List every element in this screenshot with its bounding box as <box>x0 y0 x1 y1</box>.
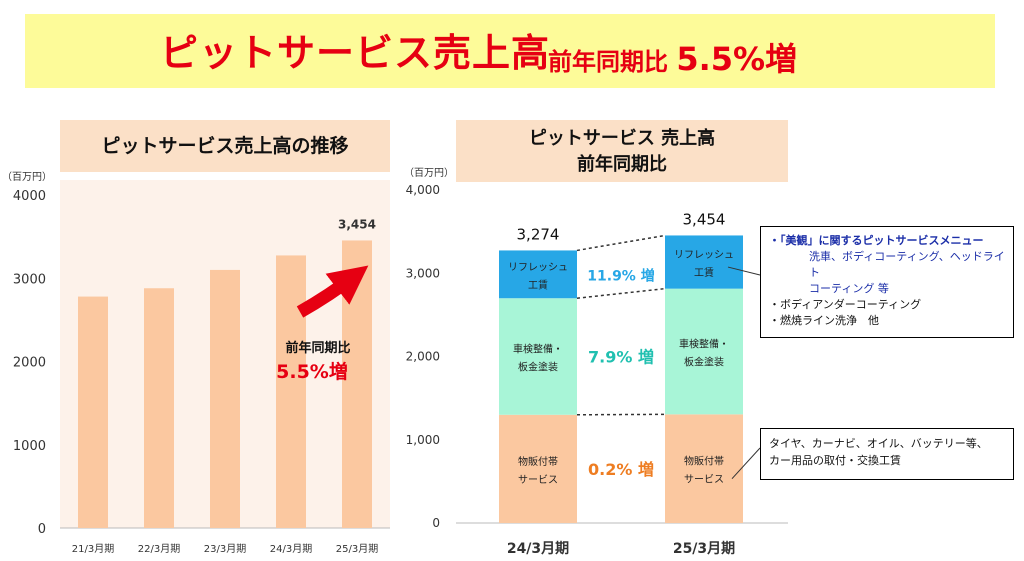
right-growth-label: 0.2% 増 <box>588 460 654 479</box>
left-bar <box>276 255 306 528</box>
main-title: ピットサービス売上高 <box>160 31 551 75</box>
right-chart-title: ピットサービス 売上高 前年同期比 <box>456 120 788 182</box>
left-annotation-line1: 前年同期比 <box>285 340 350 356</box>
left-y-tick-label: 0 <box>38 522 46 537</box>
right-y-tick-label: 4,000 <box>406 183 440 197</box>
right-segment-label-line2: 板金塗装 <box>684 356 724 369</box>
left-bar <box>210 269 240 528</box>
left-x-tick-label: 21/3月期 <box>72 543 114 555</box>
right-x-tick-label: 25/3月期 <box>673 541 735 557</box>
callout-goods-line2: カー用品の取付・交換工賃 <box>769 454 901 467</box>
left-x-tick-label: 25/3月期 <box>336 543 378 555</box>
right-segment-label-line2: サービス <box>518 474 558 486</box>
right-title-line1: ピットサービス 売上高 <box>528 128 716 149</box>
right-y-tick-label: 0 <box>432 516 440 530</box>
left-chart: （百万円） 0 1000 2000 3000 4000 21/3月期 22/3月期 23/3月期… <box>2 171 390 555</box>
callout-pointer-line <box>727 266 761 276</box>
left-y-tick-label: 2000 <box>13 356 46 371</box>
right-segment-label-line1: 物販付帯 <box>684 455 724 468</box>
right-segment-label-line1: 物販付帯 <box>518 455 558 468</box>
left-y-tick-label: 4000 <box>13 189 46 204</box>
subtitle-value: 5.5%増 <box>676 40 798 78</box>
left-bar <box>78 296 108 528</box>
right-y-tick-label: 3,000 <box>406 266 440 280</box>
right-growth-label: 11.9% 増 <box>587 267 654 284</box>
growth-arrow-icon <box>296 265 369 318</box>
callout-refresh-details: ・「美観」に関するピットサービスメニュー 洗車、ボディコーティング、ヘッドライト… <box>760 226 1014 338</box>
left-x-tick-label: 24/3月期 <box>270 543 312 555</box>
main-subtitle: 前年同期比 5.5%増 <box>548 34 797 80</box>
callout-pointer-line <box>731 447 761 480</box>
right-total-label: 3,454 <box>683 210 726 228</box>
left-unit-label: （百万円） <box>2 171 52 183</box>
right-stacked-bar-segment <box>665 288 743 415</box>
callout-refresh-line2: 洗車、ボディコーティング、ヘッドライト <box>809 250 1005 279</box>
right-segment-label-line2: サービス <box>684 474 724 486</box>
right-segment-label-line2: 板金塗装 <box>518 361 558 374</box>
left-bar <box>144 288 174 528</box>
subtitle-prefix: 前年同期比 <box>548 48 677 76</box>
callout-refresh-line5: ・燃焼ライン洗浄 他 <box>769 314 879 327</box>
left-data-label: 3,454 <box>338 217 376 231</box>
connector-dashed-line <box>576 234 666 252</box>
right-y-tick-label: 2,000 <box>406 350 440 364</box>
right-growth-label: 7.9% 増 <box>588 348 654 367</box>
right-segment-label-line1: 車検整備・ <box>679 338 729 351</box>
callout-refresh-line4: ・ボディアンダーコーティング <box>769 298 922 311</box>
left-annotation-line2: 5.5%増 <box>276 360 348 383</box>
right-title-line2: 前年同期比 <box>577 154 667 175</box>
right-segment-label-line1: リフレッシュ <box>508 262 568 273</box>
right-stacked-bar-segment <box>499 298 577 415</box>
left-chart-title: ピットサービス売上高の推移 <box>60 120 390 172</box>
connector-dashed-line <box>576 287 666 299</box>
right-segment-label-line1: リフレッシュ <box>674 250 734 261</box>
right-stacked-bar-segment <box>499 414 577 523</box>
right-total-label: 3,274 <box>517 225 560 243</box>
callout-refresh-line1: ・「美観」に関するピットサービスメニュー <box>769 234 984 247</box>
callout-goods-details: タイヤ、カーナビ、オイル、バッテリー等、 カー用品の取付・交換工賃 <box>760 428 1014 480</box>
right-x-tick-label: 24/3月期 <box>507 541 569 557</box>
left-y-tick-label: 3000 <box>13 272 46 287</box>
right-stacked-bar-segment <box>499 250 577 299</box>
right-unit-label: （百万円） <box>404 167 454 179</box>
callout-refresh-line3: コーティング 等 <box>809 282 889 295</box>
left-x-tick-label: 22/3月期 <box>138 543 180 555</box>
right-segment-label-line2: 工賃 <box>694 266 714 279</box>
right-segment-label-line1: 車検整備・ <box>513 343 563 356</box>
right-stacked-bar-segment <box>665 414 743 523</box>
title-banner <box>25 14 995 88</box>
right-y-tick-label: 1,000 <box>406 433 440 447</box>
right-stacked-bar-segment <box>665 235 743 289</box>
left-x-tick-label: 23/3月期 <box>204 543 246 555</box>
left-y-tick-label: 1000 <box>13 439 46 454</box>
right-segment-label-line2: 工賃 <box>528 278 548 291</box>
callout-goods-line1: タイヤ、カーナビ、オイル、バッテリー等、 <box>769 437 988 450</box>
